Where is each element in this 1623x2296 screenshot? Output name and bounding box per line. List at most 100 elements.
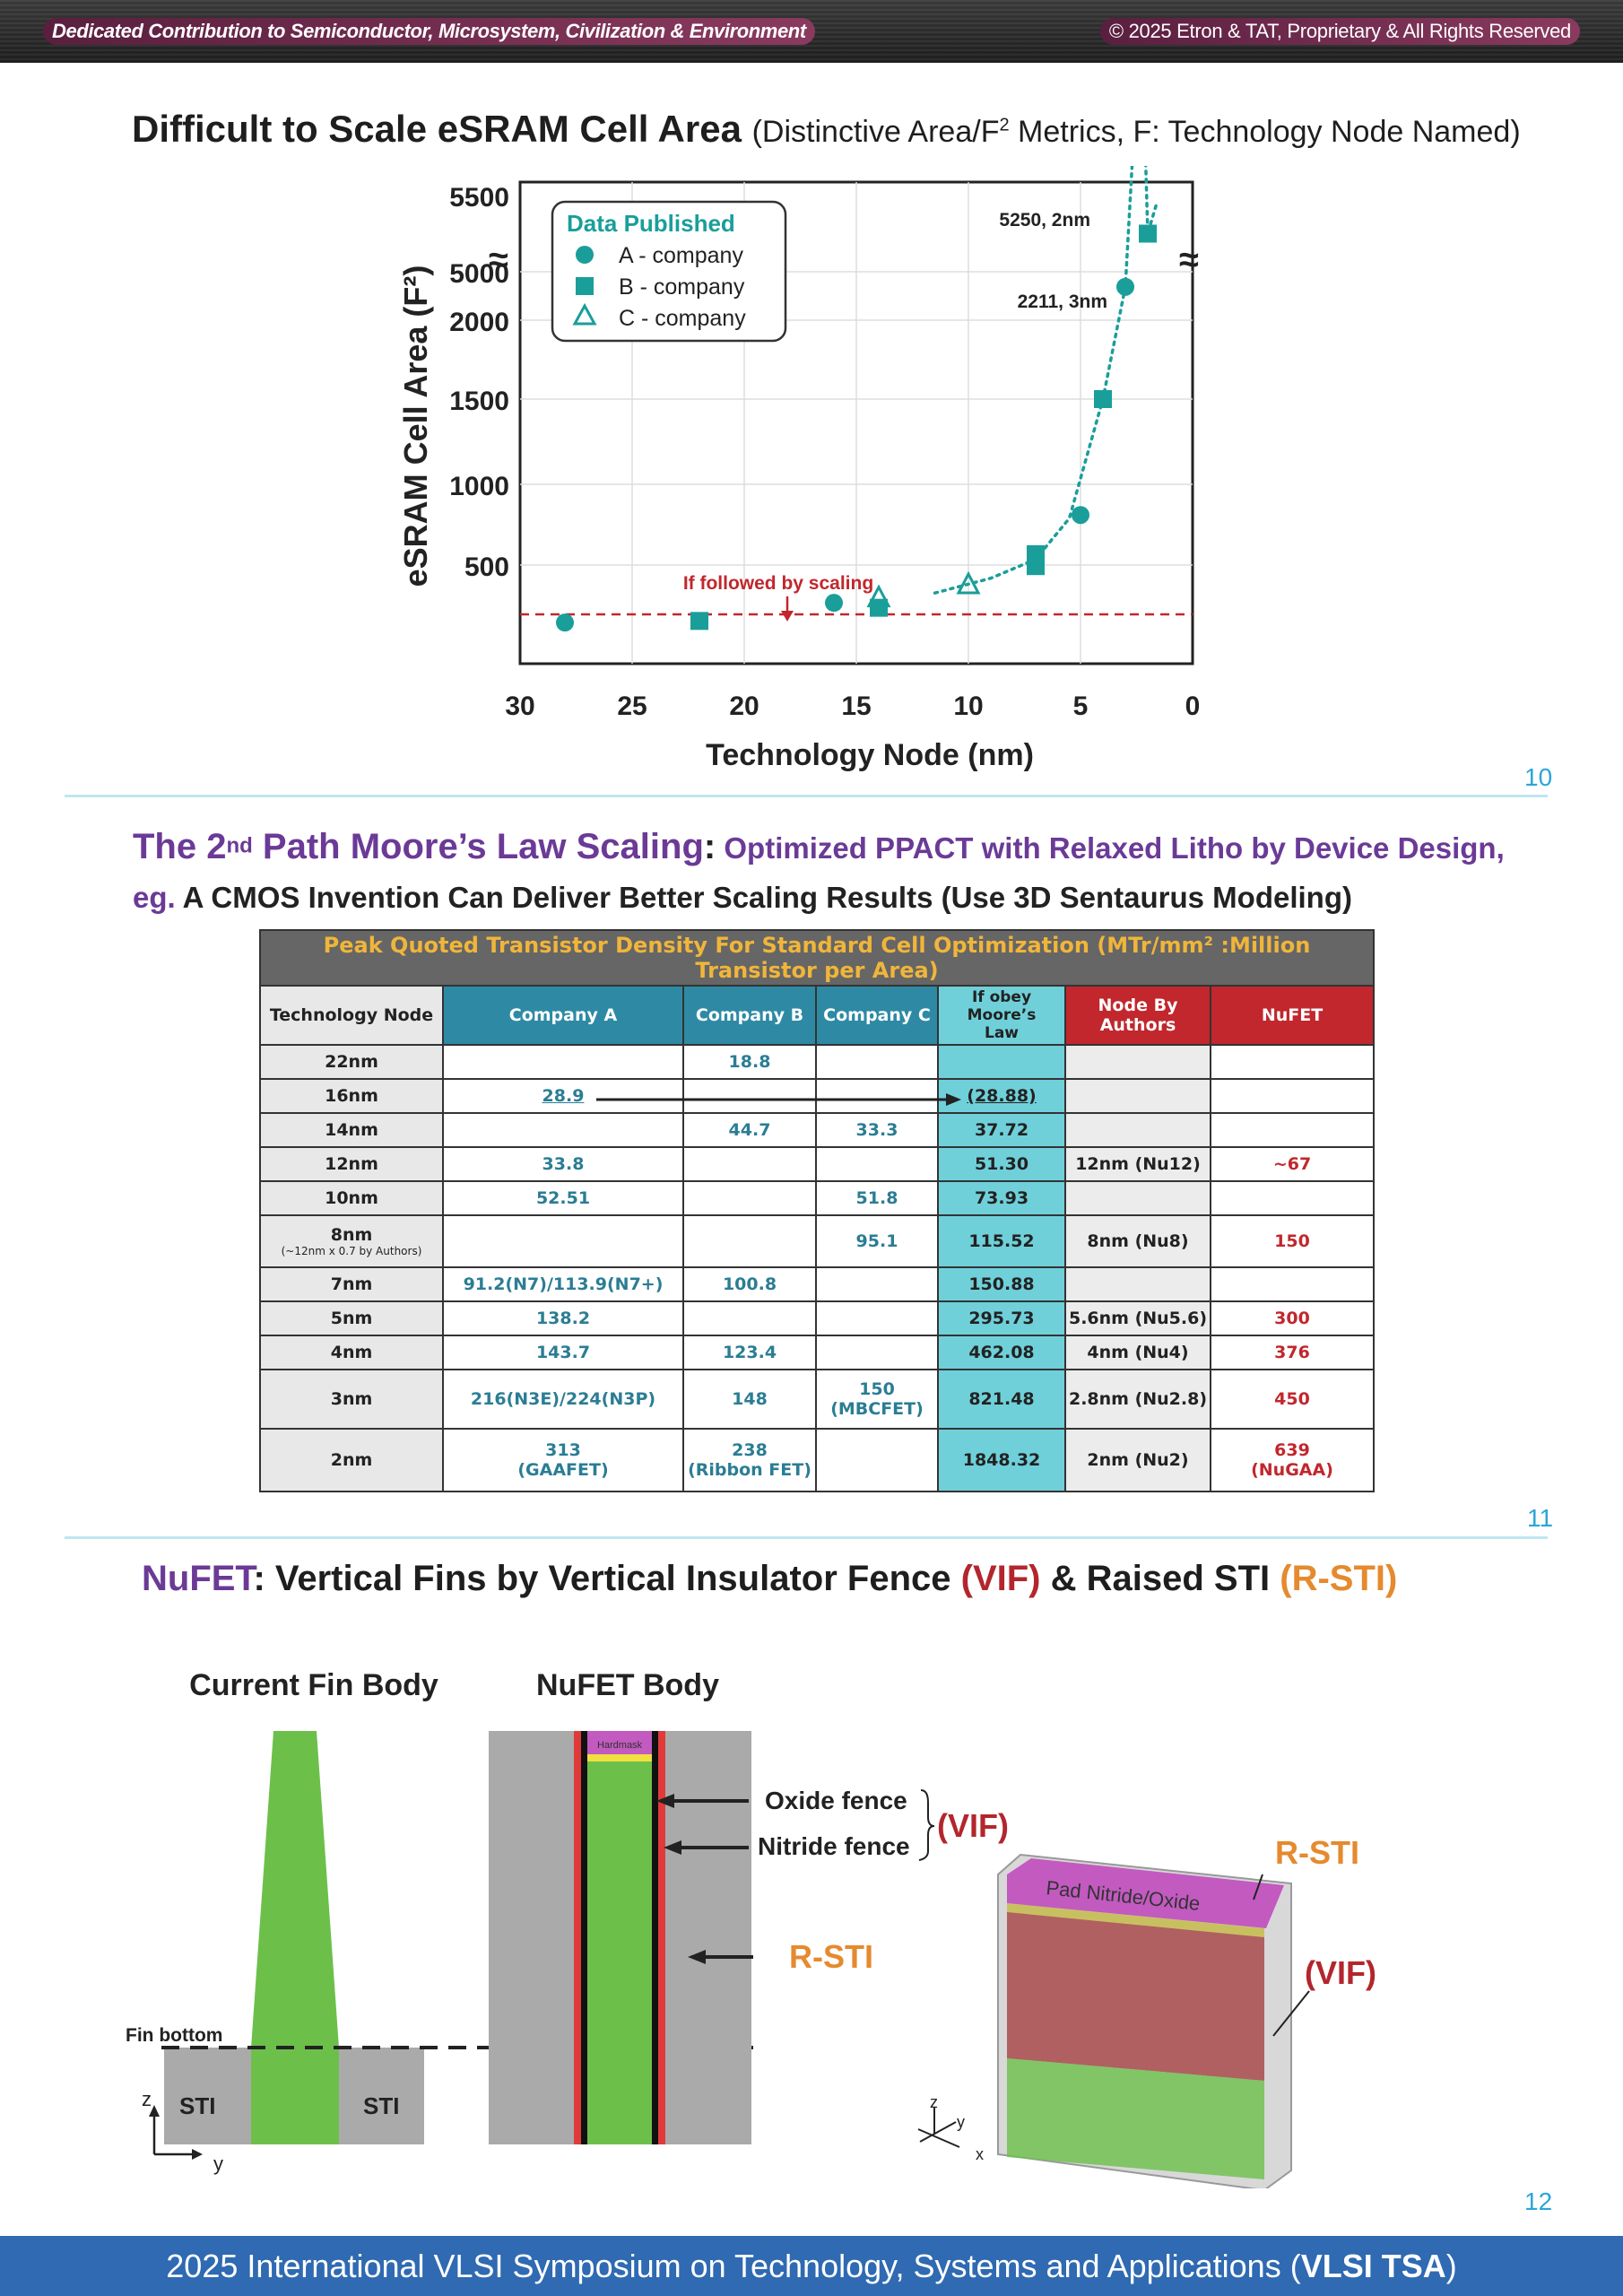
header-tech-node: Technology Node [259,985,444,1046]
slide1-title-sub: (Distinctive Area/F2 Metrics, F: Technol… [752,115,1521,149]
table-cell: (28.88) [937,1078,1066,1114]
footer-text: 2025 International VLSI Symposium on Tec… [166,2248,1301,2284]
x-tick-label: 25 [617,691,647,721]
table-cell: 639 (NuGAA) [1210,1428,1375,1492]
vif-label: (VIF) [937,1807,1009,1844]
table-row: 7nm 91.2(N7)/113.9(N7+) 100.8 150.88 [259,1266,1375,1302]
table-cell: 238 (Ribbon FET) [682,1428,817,1492]
cell-value: 123.4 [722,1343,777,1362]
cell-value: 8nm [330,1225,373,1245]
table-cell: 73.93 [937,1180,1066,1216]
cell-value: 51.30 [974,1154,1029,1174]
3d-axis-y [919,2121,957,2143]
slide3-title-rsti: (R-STI) [1280,1559,1398,1598]
arrow-16nm-head [946,1093,961,1106]
table-cell: 12nm (Nu12) [1064,1146,1211,1182]
table-cell: 2.8nm (Nu2.8) [1064,1369,1211,1430]
page-number-12: 12 [1524,2187,1553,2215]
cell-value: 150 [1274,1231,1310,1251]
cell-value: 313 [545,1440,581,1460]
table-cell: 33.3 [815,1112,939,1148]
table-cell: 28.9 [442,1078,684,1114]
table-cell: 14nm [259,1112,444,1148]
table-cell: 115.52 [937,1214,1066,1268]
table-cell: 18.8 [682,1044,817,1080]
cell-value: 10nm [325,1188,378,1208]
y-tick-label: 2000 [449,308,509,337]
y-tick-label: 1000 [449,472,509,501]
table-cell: 51.8 [815,1180,939,1216]
table-cell [682,1214,817,1268]
header-copyright: © 2025 Etron & TAT, Proprietary & All Ri… [1099,18,1580,45]
cell-value: 16nm [325,1086,378,1106]
cell-value: 4nm [330,1343,373,1362]
table-cell [442,1044,684,1080]
table-cell: 100.8 [682,1266,817,1302]
cell-value: 150.88 [968,1274,1035,1294]
slide3-title-b: : Vertical Fins by Vertical Insulator Fe… [253,1559,961,1598]
slide3-title: NuFET: Vertical Fins by Vertical Insulat… [142,1559,1397,1599]
header-company-a: Company A [442,985,684,1046]
table-cell [1210,1044,1375,1080]
table-cell [1210,1112,1375,1148]
fin-bottom-label: Fin bottom [126,2025,222,2046]
footer-acronym: VLSI TSA [1300,2248,1446,2284]
table-cell: 22nm [259,1044,444,1080]
nitride-fence-label: Nitride fence [758,1832,910,1860]
arrow-oxide-head [656,1794,674,1808]
cell-value: 1848.32 [962,1450,1041,1470]
arrow-nitride-head [664,1840,681,1855]
scaling-reference-arrowhead [781,611,794,622]
cell-value: 52.51 [535,1188,591,1208]
cell-value: (28.88) [967,1086,1037,1106]
table-cell [1210,1266,1375,1302]
cell-value: 148 [732,1389,768,1409]
header-company-c: Company C [815,985,939,1046]
table-cell: 8nm (~12nm x 0.7 by Authors) [259,1214,444,1268]
header-bar: Dedicated Contribution to Semiconductor,… [0,0,1623,63]
current-fin [251,1731,339,2048]
y-tick-labels: 500 1000 1500 2000 5000 5500 [449,183,509,582]
hardmask [587,1731,652,1754]
slide3-title-amp: & Raised STI [1040,1559,1280,1598]
table-cell: 91.2(N7)/113.9(N7+) [442,1266,684,1302]
scaling-reference-label: If followed by scaling [683,573,873,594]
table-cell [682,1300,817,1336]
table-caption: Peak Quoted Transistor Density For Stand… [259,929,1375,987]
rsti-3d-leader [1253,1874,1263,1900]
table-cell: 16nm [259,1078,444,1114]
table-cell [937,1044,1066,1080]
table-cell [442,1214,684,1268]
cell-value: 462.08 [968,1343,1035,1362]
cell-value: 37.72 [974,1120,1029,1140]
table-cell: 5nm [259,1300,444,1336]
cell-value: 150 [859,1379,895,1399]
table-row: 2nm 313 (GAAFET) 238 (Ribbon FET) 1848.32 2nm … [259,1428,1375,1492]
footer-bar: 2025 International VLSI Symposium on Tec… [0,2236,1623,2296]
point-a-company [825,594,843,613]
nufet-diagram: Current Fin Body STI STI Fin bottom z y … [126,1668,1376,2188]
cell-value: 5.6nm (Nu5.6) [1068,1309,1208,1328]
3d-fin-base [1007,2058,1264,2179]
slide2-title-a: The 2 [133,827,227,866]
table-cell: 12nm [259,1146,444,1182]
slide2-subtitle-rest: A CMOS Invention Can Deliver Better Scal… [175,881,1352,914]
cell-value: 238 [732,1440,768,1460]
table-cell: 1848.32 [937,1428,1066,1492]
oxide-fence-label: Oxide fence [765,1787,907,1814]
table-cell: 37.72 [937,1112,1066,1148]
point-a-company [556,613,574,632]
legend-marker-a [576,246,594,264]
vif-3d-leader [1272,1990,1310,2037]
table-cell [815,1266,939,1302]
slide2-title-c: Optimized PPACT with Relaxed Litho by De… [716,831,1505,865]
table-cell: 2nm (Nu2) [1064,1428,1211,1492]
cell-value: 2nm [330,1450,373,1470]
legend-label-c: C - company [619,306,746,331]
cell-value: 115.52 [968,1231,1035,1251]
table-cell [815,1335,939,1370]
table-cell: 313 (GAAFET) [442,1428,684,1492]
cell-value: 639 [1274,1440,1310,1460]
legend-label-b: B - company [619,274,745,300]
cell-value: ~67 [1272,1154,1312,1174]
